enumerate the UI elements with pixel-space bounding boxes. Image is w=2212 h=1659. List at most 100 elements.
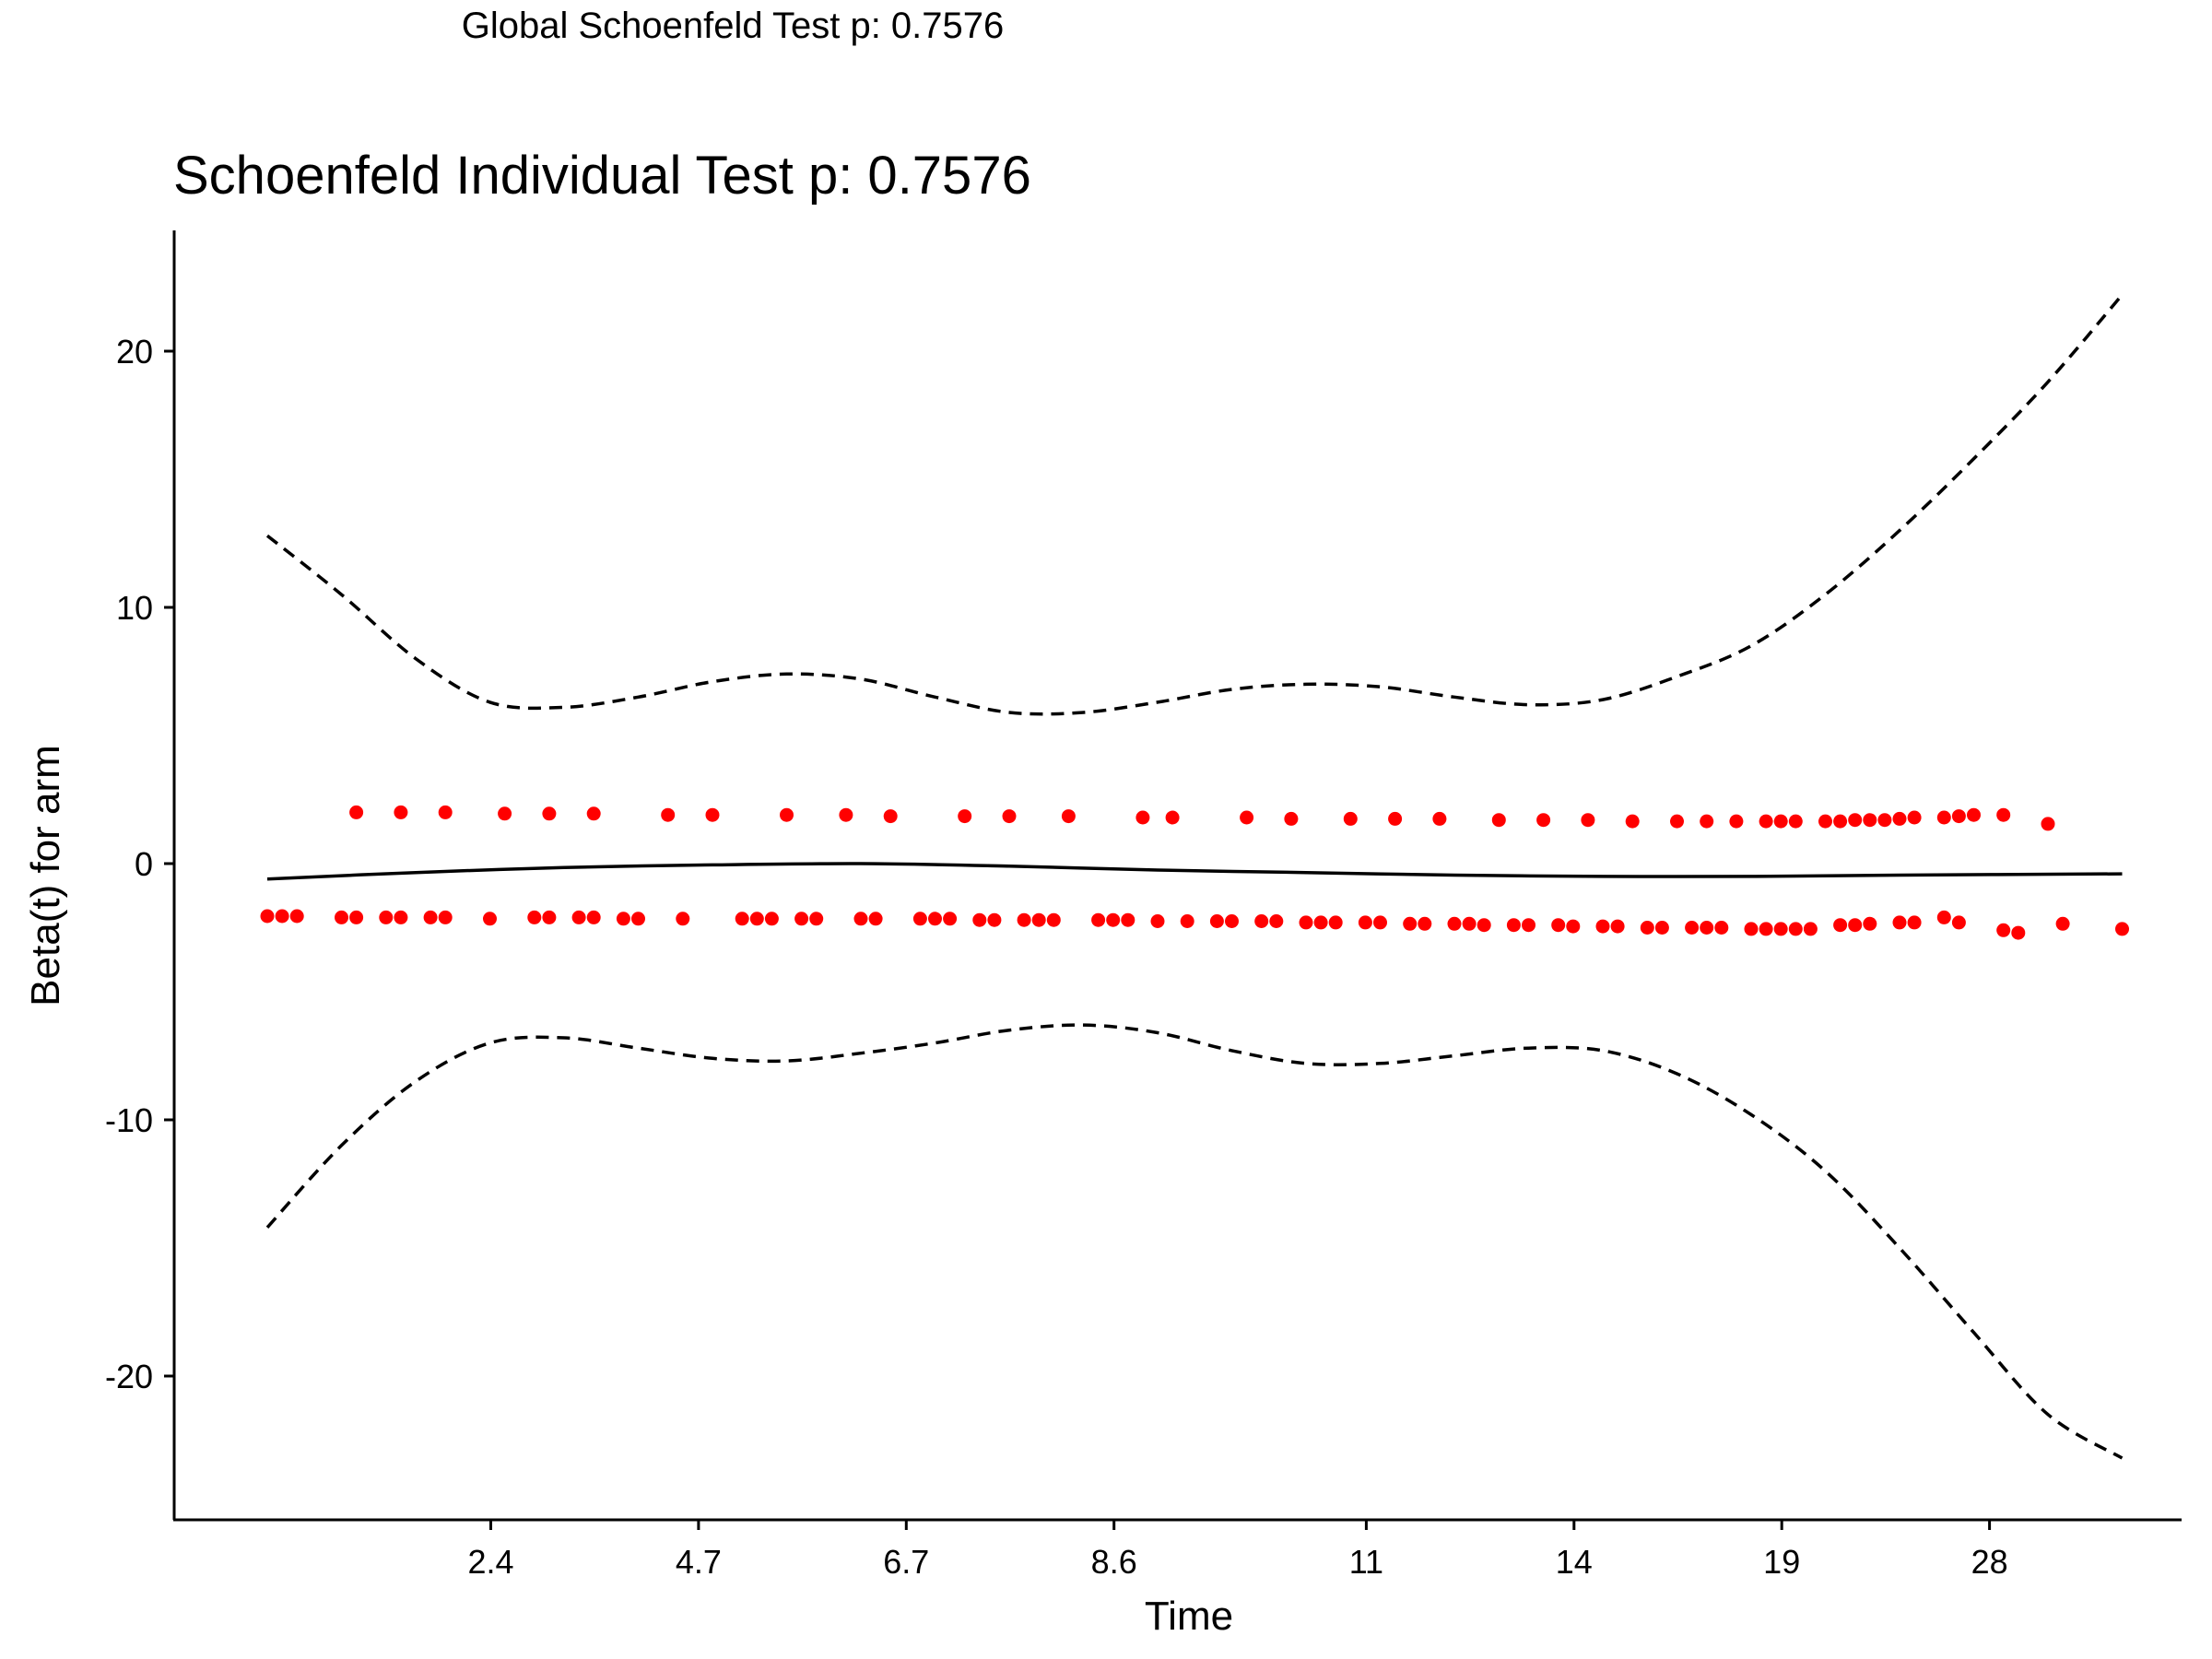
residual-point	[1477, 918, 1491, 933]
residual-point	[883, 809, 898, 824]
x-tick-label: 28	[1971, 1543, 2008, 1581]
residual-point	[1892, 811, 1907, 826]
residual-point	[809, 912, 824, 926]
residual-point	[1209, 914, 1224, 928]
residual-point	[1240, 810, 1254, 825]
panel-title: Schoenfeld Individual Test p: 0.7576	[173, 146, 1031, 206]
residual-point	[1640, 921, 1654, 935]
residual-point	[1595, 919, 1610, 934]
y-tick-label: 20	[116, 333, 153, 371]
residual-point	[928, 912, 942, 926]
residual-point	[1135, 810, 1150, 825]
residual-point	[527, 910, 542, 924]
residual-point	[1299, 915, 1313, 930]
residual-point	[1610, 919, 1625, 934]
y-tick-label: 10	[116, 589, 153, 627]
residual-point	[1418, 916, 1432, 931]
residual-point	[1833, 814, 1848, 829]
residual-point	[1254, 914, 1269, 928]
residual-point	[1447, 916, 1462, 931]
residual-point	[749, 912, 764, 926]
residual-point	[586, 806, 601, 821]
y-tick-label: 0	[135, 845, 153, 883]
residual-point	[616, 912, 630, 926]
residual-point	[839, 807, 853, 822]
confidence-band-line	[265, 293, 2124, 716]
residual-point	[394, 910, 408, 924]
residual-point	[438, 805, 453, 819]
residual-point	[1491, 813, 1506, 828]
residual-point	[1685, 921, 1700, 935]
residual-point	[379, 910, 394, 924]
residual-point	[1863, 916, 1877, 931]
residual-point	[1165, 810, 1180, 825]
residual-point	[1967, 807, 1981, 822]
residual-point	[1759, 922, 1773, 936]
residual-point	[1269, 914, 1284, 928]
residual-point	[1625, 814, 1640, 829]
residual-point	[1951, 915, 1966, 930]
residual-point	[868, 912, 883, 926]
residual-point	[438, 910, 453, 924]
residual-point	[483, 912, 497, 926]
x-ticks: 2.4 4.7 6.7 8.6 11 14 19 28	[467, 1520, 2008, 1581]
residual-point	[735, 912, 749, 926]
residual-point	[1536, 813, 1551, 828]
residual-point	[943, 912, 958, 926]
residual-point	[631, 912, 645, 926]
residual-point	[1773, 922, 1788, 936]
residual-point	[1403, 916, 1418, 931]
residual-point	[1877, 813, 1892, 828]
x-tick-label: 14	[1556, 1543, 1593, 1581]
residual-point	[2011, 925, 2026, 940]
residual-point	[1373, 915, 1387, 930]
residual-point	[423, 910, 438, 924]
x-tick-label: 19	[1763, 1543, 1800, 1581]
residual-point	[661, 807, 676, 822]
residual-point	[1936, 910, 1951, 924]
residual-point	[764, 912, 779, 926]
residual-point	[586, 910, 601, 924]
residual-point	[1313, 915, 1328, 930]
residual-point	[1462, 916, 1477, 931]
residual-point	[289, 909, 304, 924]
residual-point	[394, 805, 408, 819]
residual-point	[1343, 811, 1358, 826]
residual-point	[1907, 810, 1922, 825]
residual-point	[1744, 922, 1759, 936]
residual-point	[1848, 918, 1863, 933]
residual-point	[571, 910, 586, 924]
curve-layer	[265, 293, 2124, 1460]
residual-point	[853, 912, 868, 926]
residual-point	[1788, 922, 1803, 936]
residual-point	[2115, 922, 2129, 936]
residual-point	[1670, 814, 1684, 829]
x-tick-label: 6.7	[883, 1543, 929, 1581]
residual-point	[1225, 914, 1239, 928]
residual-point	[1506, 918, 1521, 933]
residual-point	[1714, 921, 1729, 935]
residual-point	[1863, 813, 1877, 828]
residual-point	[676, 912, 690, 926]
residual-point	[1150, 914, 1165, 928]
residual-point	[1017, 912, 1031, 927]
residual-point	[987, 912, 1002, 927]
residual-point	[794, 912, 809, 926]
y-tick-label: -10	[105, 1101, 153, 1139]
residual-point	[705, 807, 720, 822]
residual-point	[349, 910, 364, 924]
residual-point	[1284, 811, 1299, 826]
residual-point	[1773, 814, 1788, 829]
residual-point	[1951, 809, 1966, 824]
x-tick-label: 2.4	[467, 1543, 513, 1581]
residual-point	[1654, 921, 1669, 935]
residual-point	[498, 806, 512, 821]
global-test-title: Global Schoenfeld Test p: 0.7576	[461, 6, 1005, 46]
residual-point	[1566, 919, 1581, 934]
residual-point	[1818, 814, 1832, 829]
residual-point	[1996, 807, 2011, 822]
residual-point	[1788, 814, 1803, 829]
y-axis-title: Beta(t) for arm	[23, 745, 68, 1006]
beta-estimate-line	[266, 862, 2123, 881]
